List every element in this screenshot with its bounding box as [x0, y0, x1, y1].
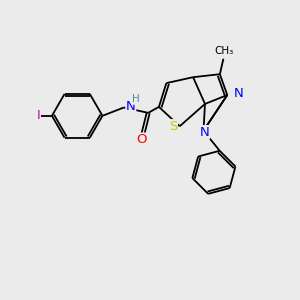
Text: H: H	[133, 94, 140, 104]
Text: N: N	[200, 126, 210, 139]
Text: CH₃: CH₃	[215, 46, 234, 56]
Text: I: I	[36, 109, 40, 122]
Text: N: N	[234, 87, 244, 100]
Text: N: N	[126, 100, 136, 113]
Text: S: S	[169, 120, 177, 133]
Text: O: O	[136, 133, 147, 146]
